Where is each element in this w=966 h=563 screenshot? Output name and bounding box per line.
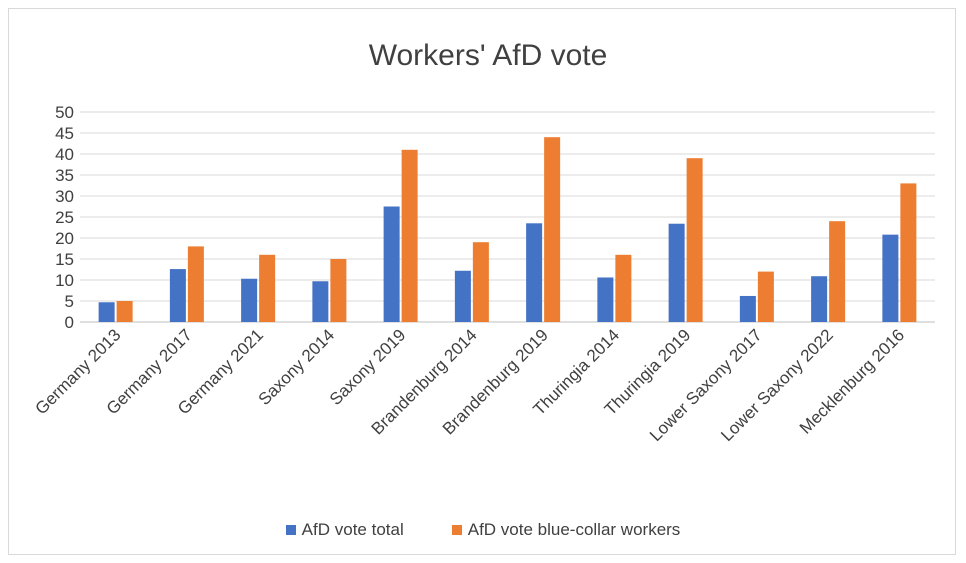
bar-blue-collar bbox=[757, 271, 774, 322]
y-tick-label: 35 bbox=[55, 166, 74, 185]
legend-swatch-workers bbox=[451, 525, 462, 535]
bar-blue-collar bbox=[187, 246, 204, 322]
y-tick-label: 0 bbox=[65, 313, 74, 332]
y-tick-label: 25 bbox=[55, 208, 74, 227]
bar-blue-collar bbox=[900, 183, 917, 322]
legend: AfD vote total AfD vote blue-collar work… bbox=[0, 520, 966, 540]
legend-swatch-total bbox=[285, 525, 296, 535]
bar-blue-collar bbox=[116, 301, 133, 322]
legend-item-total: AfD vote total bbox=[285, 520, 404, 540]
bar-total bbox=[526, 223, 543, 322]
y-tick-label: 15 bbox=[55, 250, 74, 269]
y-tick-label: 50 bbox=[55, 103, 74, 122]
legend-label-total: AfD vote total bbox=[301, 520, 404, 539]
y-axis-ticks: 0 5 10 15 20 25 30 35 40 45 50 bbox=[55, 103, 74, 332]
bar-total bbox=[597, 277, 614, 322]
y-tick-label: 30 bbox=[55, 187, 74, 206]
legend-label-workers: AfD vote blue-collar workers bbox=[467, 520, 681, 539]
chart-title: Workers' AfD vote bbox=[369, 39, 608, 72]
bar-total bbox=[169, 269, 186, 322]
bar-total bbox=[882, 234, 899, 322]
bar-blue-collar bbox=[472, 242, 489, 322]
bar-total bbox=[811, 276, 828, 322]
bar-total bbox=[98, 302, 115, 322]
bar-total bbox=[739, 295, 756, 322]
bar-blue-collar bbox=[330, 259, 347, 322]
bar-total bbox=[668, 223, 685, 322]
bar-blue-collar bbox=[686, 158, 703, 322]
bar-total bbox=[241, 278, 258, 322]
legend-item-workers: AfD vote blue-collar workers bbox=[451, 520, 681, 540]
y-tick-label: 10 bbox=[55, 271, 74, 290]
bar-total bbox=[312, 281, 329, 322]
bar-blue-collar bbox=[259, 254, 276, 322]
bars bbox=[98, 137, 917, 322]
y-tick-label: 45 bbox=[55, 124, 74, 143]
y-tick-label: 40 bbox=[55, 145, 74, 164]
bar-blue-collar bbox=[544, 137, 561, 322]
y-tick-label: 5 bbox=[65, 292, 74, 311]
bar-total bbox=[383, 206, 400, 322]
gridlines bbox=[80, 111, 935, 323]
bar-blue-collar bbox=[829, 221, 846, 322]
y-tick-label: 20 bbox=[55, 229, 74, 248]
bar-blue-collar bbox=[615, 254, 632, 322]
bar-total bbox=[454, 270, 471, 322]
bar-blue-collar bbox=[401, 149, 418, 322]
